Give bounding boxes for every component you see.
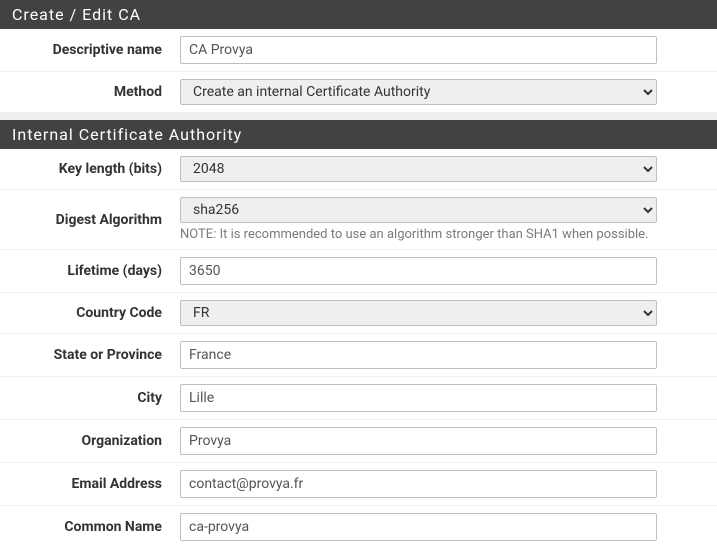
create-edit-ca-panel: Create / Edit CA Descriptive name Method…	[0, 0, 717, 112]
panel-header-create-edit-ca: Create / Edit CA	[0, 0, 717, 29]
panel-header-internal-ca: Internal Certificate Authority	[0, 120, 717, 149]
select-country-code[interactable]: FR	[180, 300, 657, 326]
input-lifetime[interactable]	[180, 257, 657, 285]
label-state-province: State or Province	[0, 347, 180, 363]
select-method[interactable]: Create an internal Certificate Authority	[180, 79, 657, 105]
row-city: City	[0, 377, 717, 420]
row-lifetime: Lifetime (days)	[0, 250, 717, 293]
help-text-digest: NOTE: It is recommended to use an algori…	[180, 227, 657, 242]
control-wrap	[180, 513, 717, 541]
label-common-name: Common Name	[0, 519, 180, 535]
select-digest-algorithm[interactable]: sha256	[180, 197, 657, 223]
row-organization: Organization	[0, 420, 717, 463]
input-descriptive-name[interactable]	[180, 36, 657, 64]
row-email-address: Email Address	[0, 463, 717, 506]
internal-ca-panel: Internal Certificate Authority Key lengt…	[0, 120, 717, 548]
row-country-code: Country Code FR	[0, 293, 717, 334]
control-wrap: FR	[180, 300, 717, 326]
control-wrap	[180, 36, 717, 64]
label-organization: Organization	[0, 433, 180, 449]
input-common-name[interactable]	[180, 513, 657, 541]
input-organization[interactable]	[180, 427, 657, 455]
section-gap	[0, 112, 717, 120]
label-lifetime: Lifetime (days)	[0, 263, 180, 279]
control-wrap	[180, 341, 717, 369]
input-state-province[interactable]	[180, 341, 657, 369]
row-common-name: Common Name	[0, 506, 717, 548]
control-wrap	[180, 427, 717, 455]
panel-title: Internal Certificate Authority	[12, 125, 242, 144]
row-method: Method Create an internal Certificate Au…	[0, 72, 717, 112]
control-wrap	[180, 470, 717, 498]
panel-title: Create / Edit CA	[12, 5, 141, 24]
control-wrap: 2048	[180, 156, 717, 182]
row-state-province: State or Province	[0, 334, 717, 377]
control-wrap: sha256 NOTE: It is recommended to use an…	[180, 197, 717, 242]
label-email-address: Email Address	[0, 476, 180, 492]
panel-body-create-edit-ca: Descriptive name Method Create an intern…	[0, 29, 717, 112]
input-email-address[interactable]	[180, 470, 657, 498]
label-method: Method	[0, 84, 180, 100]
control-wrap: Create an internal Certificate Authority	[180, 79, 717, 105]
label-key-length: Key length (bits)	[0, 161, 180, 177]
input-city[interactable]	[180, 384, 657, 412]
control-wrap	[180, 257, 717, 285]
label-city: City	[0, 390, 180, 406]
row-key-length: Key length (bits) 2048	[0, 149, 717, 190]
row-digest-algorithm: Digest Algorithm sha256 NOTE: It is reco…	[0, 190, 717, 250]
panel-body-internal-ca: Key length (bits) 2048 Digest Algorithm …	[0, 149, 717, 548]
label-descriptive-name: Descriptive name	[0, 42, 180, 58]
row-descriptive-name: Descriptive name	[0, 29, 717, 72]
select-key-length[interactable]: 2048	[180, 156, 657, 182]
label-country-code: Country Code	[0, 305, 180, 321]
label-digest-algorithm: Digest Algorithm	[0, 212, 180, 228]
control-wrap	[180, 384, 717, 412]
